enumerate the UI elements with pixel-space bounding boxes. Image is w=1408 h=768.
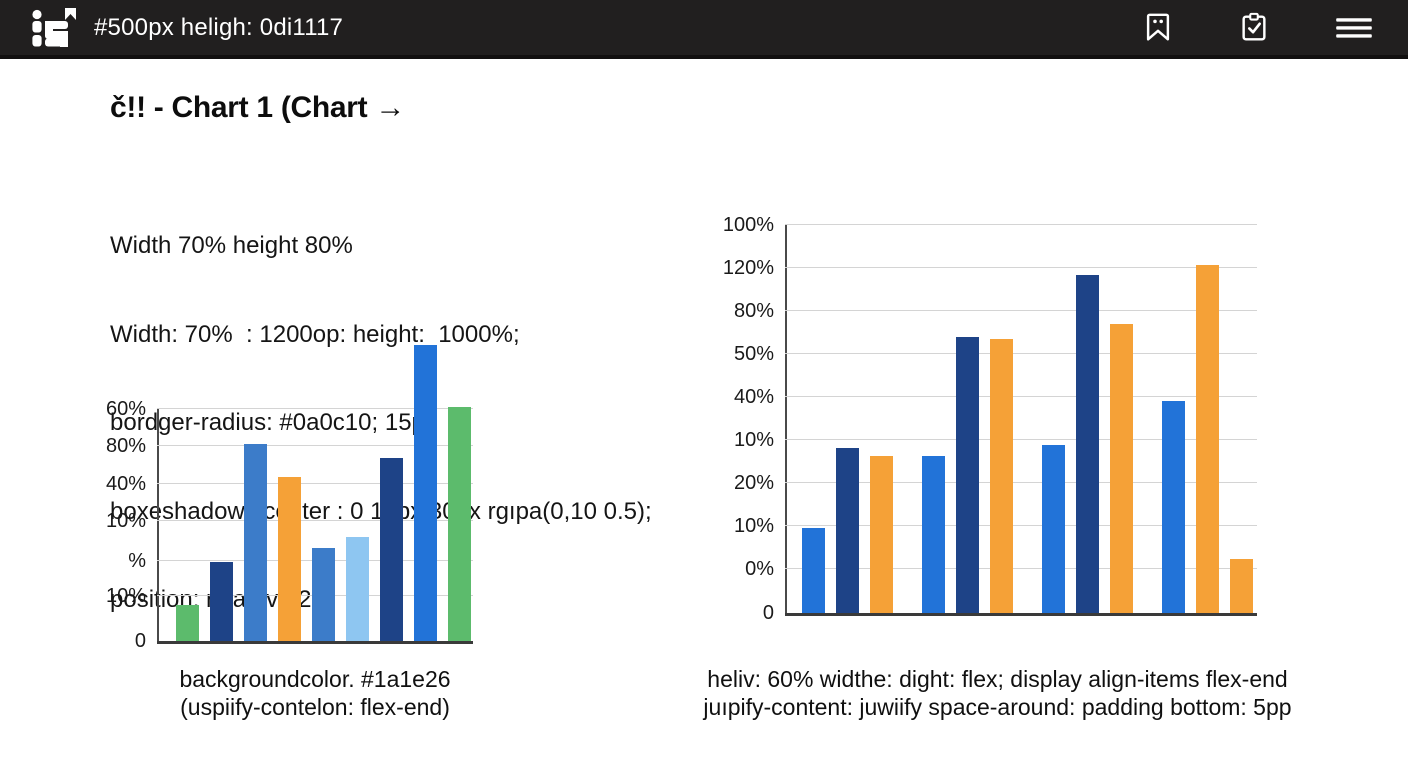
gridline [785, 396, 1257, 397]
menu-button[interactable] [1334, 12, 1374, 44]
app-logo[interactable] [28, 6, 78, 50]
left-chart-caption: backgroundcolor. #1a1e26 (uspiify-contel… [115, 666, 515, 721]
bar-navy [1076, 275, 1099, 613]
y-tick-label: 0 [762, 602, 774, 624]
bar-blue [1042, 445, 1065, 613]
style-text-block: Width 70% height 80% Width: 70% : 1200op… [110, 172, 652, 674]
y-tick-label: % [128, 550, 146, 572]
style-line: Width 70% height 80% [110, 232, 353, 259]
right-chart-caption: heliv: 60% widthe: dight: flex; display … [690, 666, 1305, 721]
bar-navy [210, 562, 233, 641]
bar-lightblue [346, 537, 369, 641]
bar-group [176, 345, 471, 641]
bookmark-icon [1142, 10, 1174, 46]
bar-orange [1196, 265, 1219, 613]
y-tick-label: 50% [733, 343, 774, 365]
caption-line: backgroundcolor. #1a1e26 [179, 666, 451, 692]
y-tick-label: 100% [722, 214, 774, 236]
y-tick-label: 10% [105, 510, 146, 532]
right-bar-chart: 100% 120% 80% 50% 40% 10% 20% 10% 0% 0 [723, 214, 1257, 624]
gridline [785, 439, 1257, 440]
style-line: Width: 70% : 1200op: height: 1000%; [110, 320, 520, 348]
gridline [785, 568, 1257, 569]
app-bar: #500px heligh: 0di1117 [0, 0, 1408, 59]
is-logo-icon [28, 6, 78, 50]
y-tick-label: 120% [722, 257, 774, 279]
bars-container [157, 345, 471, 641]
gridline [785, 482, 1257, 483]
bar-navy [956, 337, 979, 613]
left-bar-chart: 60% 80% 40% 10%% 10% 0 [106, 330, 473, 652]
bar-group [922, 337, 1013, 613]
bar-steel [244, 444, 267, 641]
y-tick-label: 40% [733, 386, 774, 408]
y-tick-label: 10% [733, 515, 774, 537]
bar-steel [312, 548, 335, 641]
y-tick-label: 80% [733, 300, 774, 322]
y-tick-label: 10% [733, 429, 774, 451]
tasks-button[interactable] [1238, 10, 1270, 46]
appbar-title: #500px heligh: 0di1117 [94, 13, 344, 41]
gridline [157, 408, 473, 409]
bookmark-button[interactable] [1142, 10, 1174, 46]
gridline [785, 525, 1257, 526]
bar-blue [802, 528, 825, 613]
y-tick-label: 20% [733, 472, 774, 494]
bar-orange [1230, 559, 1253, 613]
appbar-actions [1142, 10, 1408, 46]
menu-icon [1334, 12, 1374, 44]
y-tick-label: 10% [105, 585, 146, 607]
y-tick-label: 40% [105, 473, 146, 495]
caption-line: heliv: 60% widthe: dight: flex; display … [707, 666, 1288, 692]
caption-line: juıpify-content: juwiify space-around: p… [703, 693, 1292, 720]
y-axis-line [785, 225, 787, 613]
bar-orange [870, 456, 893, 613]
y-axis-line [157, 408, 159, 641]
bar-navy [380, 458, 403, 641]
gridline [785, 310, 1257, 311]
gridline [785, 267, 1257, 268]
gridline [157, 445, 473, 446]
bar-group [802, 448, 893, 613]
bar-orange [1110, 324, 1133, 613]
gridline [157, 520, 473, 521]
gridline [785, 353, 1257, 354]
y-tick-label: 80% [105, 435, 146, 457]
page-title: č!! - Chart 1 (Chart → [110, 91, 406, 124]
bar-blue [1162, 401, 1185, 613]
bar-green [176, 605, 199, 641]
bar-group [1042, 275, 1133, 613]
bar-orange [990, 339, 1013, 613]
gridline [157, 483, 473, 484]
bar-orange [278, 477, 301, 641]
bar-navy [836, 448, 859, 613]
bar-group [1162, 265, 1253, 613]
gridline [785, 224, 1257, 225]
y-tick-label: 0% [745, 558, 774, 580]
bar-blue [922, 456, 945, 613]
y-tick-label: 60% [105, 398, 146, 420]
y-tick-label: 0 [134, 630, 146, 652]
bar-green [448, 407, 471, 641]
bar-blue [414, 345, 437, 641]
caption-line: (uspiify-contelon: flex-end) [180, 693, 450, 720]
clipboard-check-icon [1238, 10, 1270, 46]
bars-container [785, 265, 1253, 613]
